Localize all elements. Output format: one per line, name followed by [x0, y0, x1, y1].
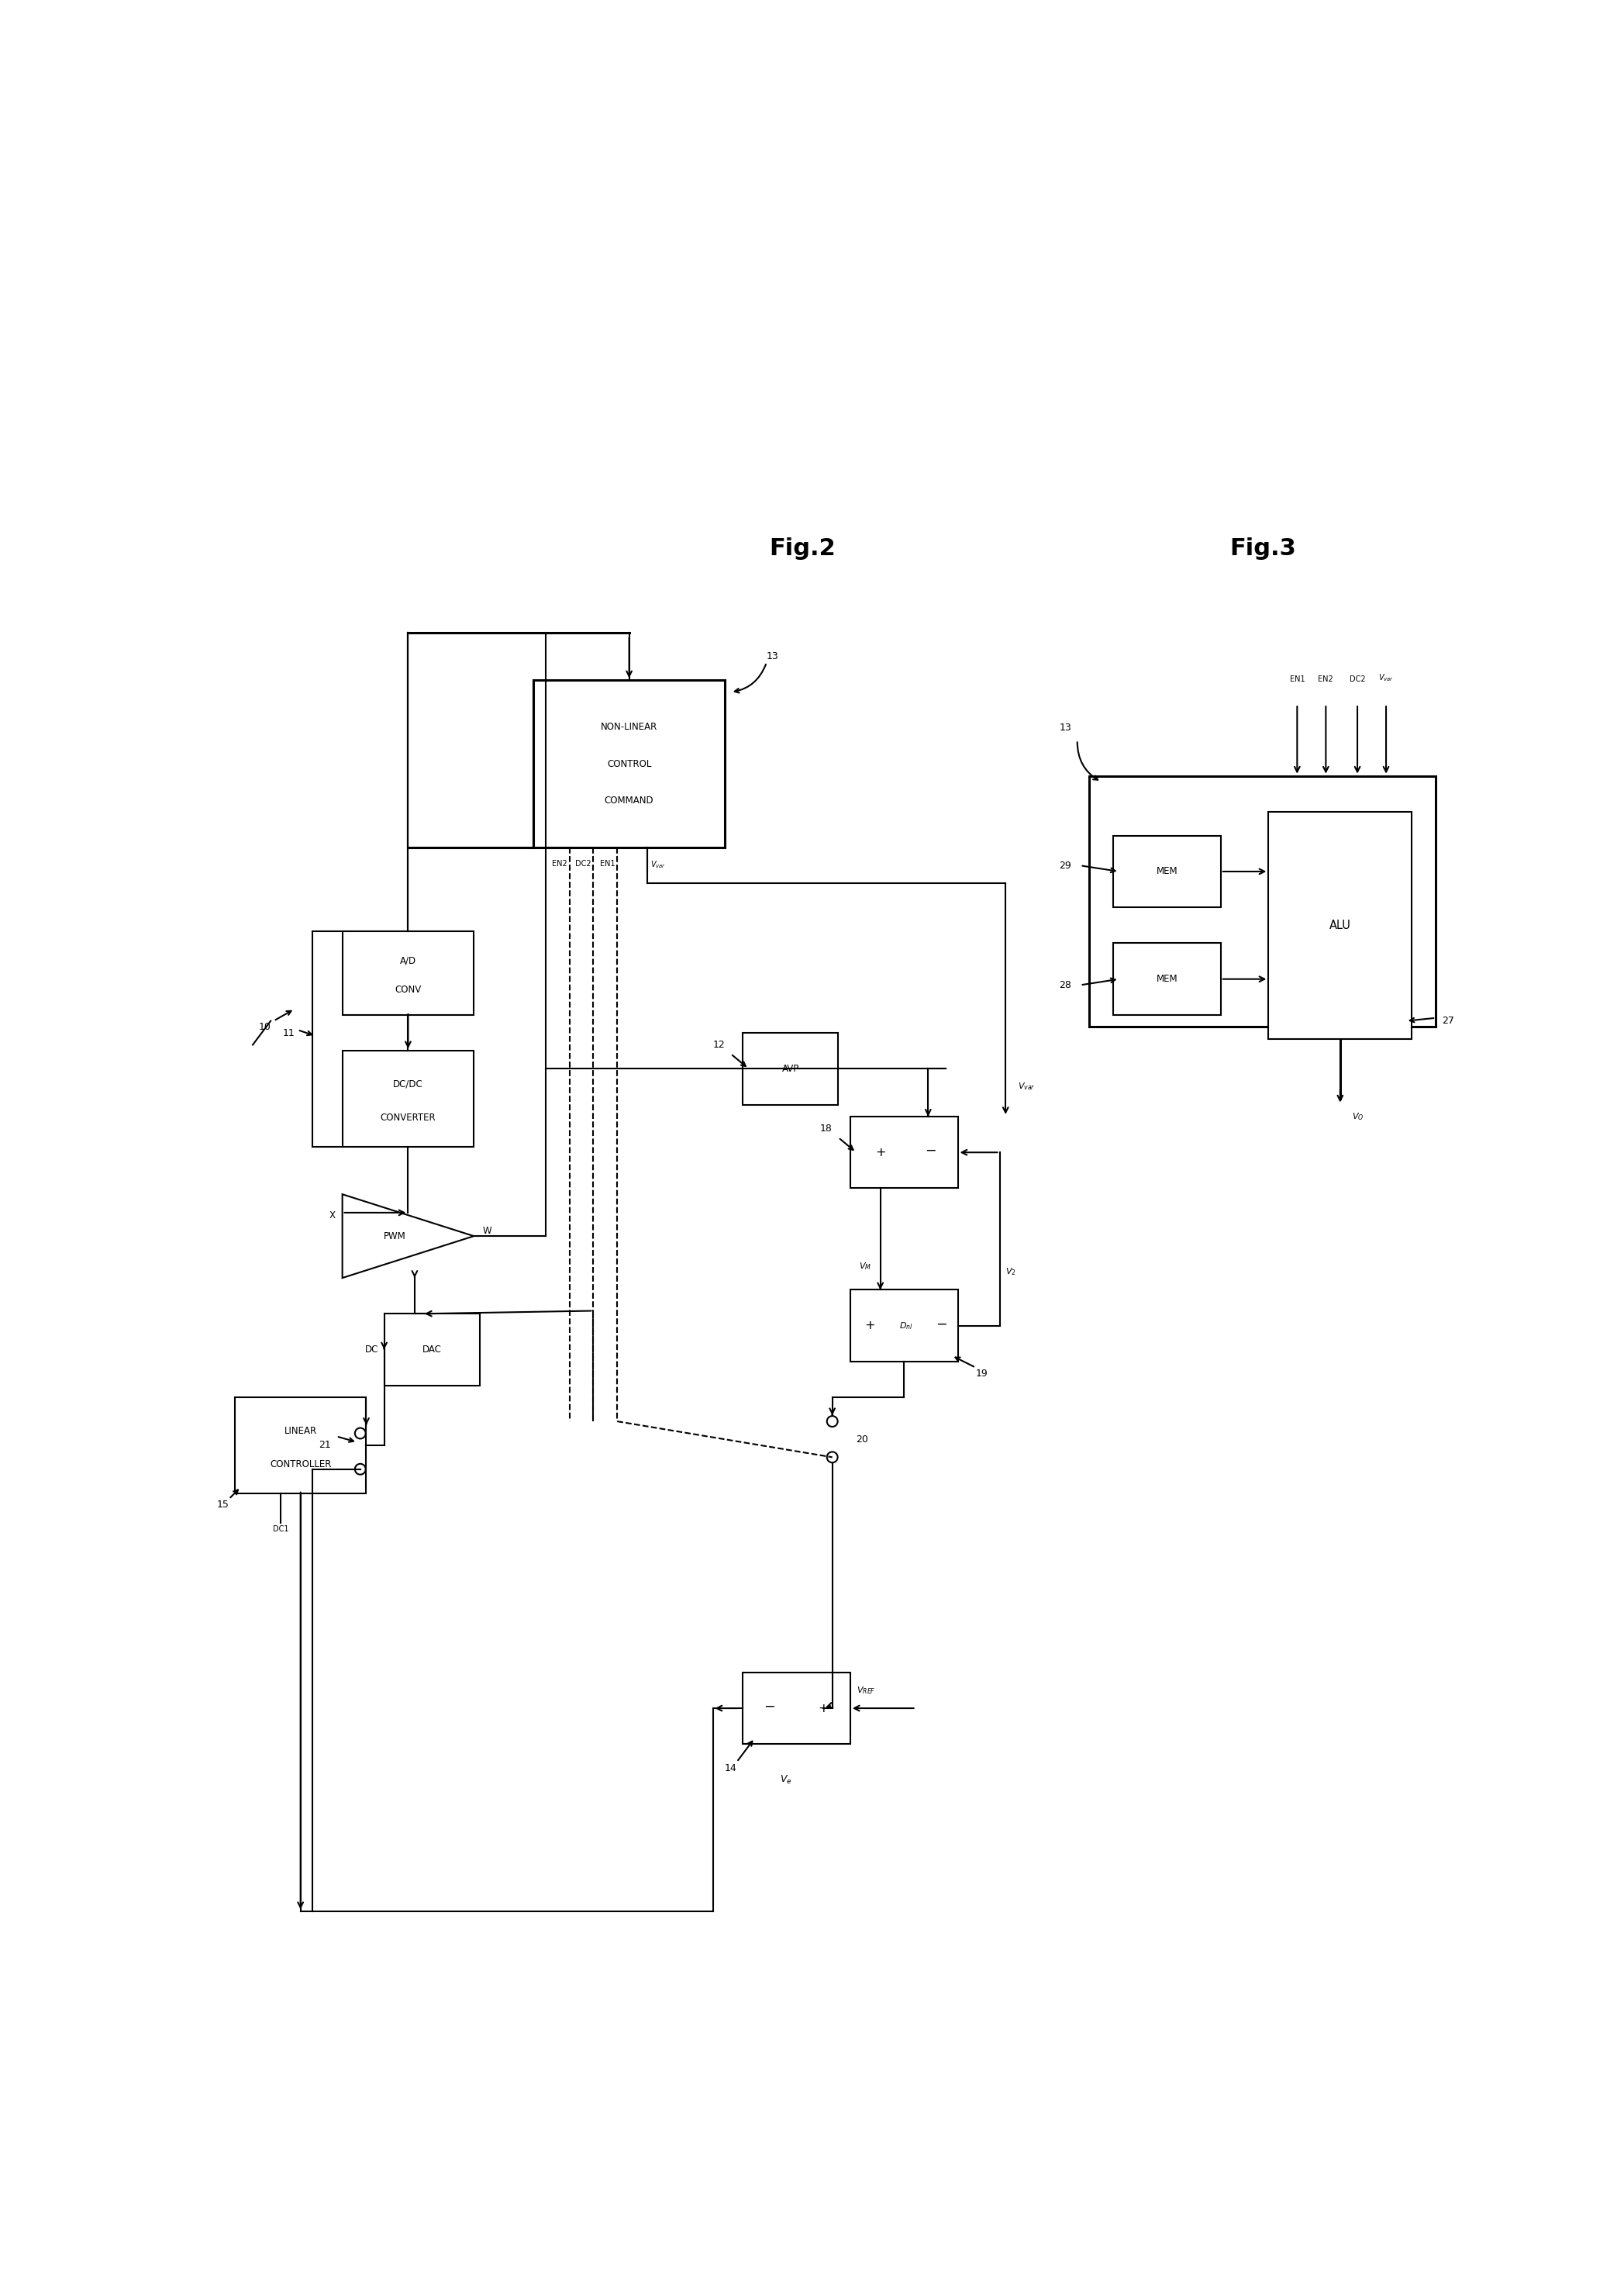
Text: PWM: PWM [383, 1230, 406, 1241]
Text: DC: DC [365, 1344, 378, 1356]
Text: 12: 12 [713, 1041, 724, 1050]
Text: +: + [818, 1702, 828, 1714]
Text: ALU: ALU [1330, 920, 1351, 931]
Text: Fig.3: Fig.3 [1229, 539, 1296, 559]
Text: COMMAND: COMMAND [604, 796, 654, 806]
Text: $V_{var}$: $V_{var}$ [650, 860, 666, 869]
Text: 19: 19 [976, 1369, 987, 1378]
FancyBboxPatch shape [742, 1673, 851, 1743]
FancyBboxPatch shape [1268, 812, 1411, 1038]
Text: DC/DC: DC/DC [393, 1079, 424, 1089]
Text: EN2: EN2 [552, 860, 568, 867]
Text: $D_{nl}$: $D_{nl}$ [900, 1321, 913, 1330]
FancyBboxPatch shape [851, 1116, 958, 1189]
Text: MEM: MEM [1156, 867, 1177, 876]
Text: Fig.2: Fig.2 [770, 539, 836, 559]
Text: 13: 13 [767, 650, 778, 662]
Text: 18: 18 [820, 1123, 833, 1134]
FancyBboxPatch shape [851, 1289, 958, 1362]
FancyBboxPatch shape [343, 1050, 474, 1146]
FancyBboxPatch shape [385, 1314, 479, 1385]
Text: MEM: MEM [1156, 974, 1177, 984]
Text: $V_{REF}$: $V_{REF}$ [856, 1684, 875, 1696]
Text: 20: 20 [856, 1435, 869, 1445]
Text: AVP: AVP [781, 1063, 799, 1075]
Text: −: − [763, 1700, 775, 1714]
Text: $V_2$: $V_2$ [1005, 1267, 1017, 1278]
Text: 14: 14 [724, 1764, 737, 1773]
Text: CONTROL: CONTROL [607, 760, 651, 769]
Text: CONVERTER: CONVERTER [380, 1114, 435, 1123]
Text: LINEAR: LINEAR [284, 1426, 317, 1435]
Text: 29: 29 [1059, 860, 1072, 869]
Text: 10: 10 [258, 1022, 271, 1031]
Text: NON-LINEAR: NON-LINEAR [601, 721, 658, 733]
Text: CONTROLLER: CONTROLLER [270, 1460, 331, 1470]
Text: EN1: EN1 [601, 860, 615, 867]
Text: $V_e$: $V_e$ [780, 1773, 793, 1787]
Text: DC1: DC1 [273, 1524, 289, 1534]
FancyBboxPatch shape [235, 1397, 367, 1492]
Text: $V_{var}$: $V_{var}$ [1379, 673, 1393, 682]
Text: 28: 28 [1059, 979, 1072, 990]
Text: CONV: CONV [395, 986, 421, 995]
Text: 27: 27 [1442, 1015, 1453, 1027]
Text: +: + [875, 1146, 885, 1159]
Text: +: + [864, 1319, 875, 1333]
FancyBboxPatch shape [742, 1034, 838, 1104]
Text: DAC: DAC [422, 1344, 442, 1356]
Text: −: − [935, 1317, 947, 1330]
Text: A/D: A/D [400, 956, 416, 965]
Text: EN1: EN1 [1289, 675, 1304, 682]
FancyBboxPatch shape [534, 680, 724, 847]
Text: 11: 11 [283, 1027, 294, 1038]
Text: X: X [330, 1209, 335, 1221]
Text: 13: 13 [1059, 723, 1072, 733]
Text: DC2: DC2 [575, 860, 591, 867]
Text: $V_O$: $V_O$ [1353, 1111, 1364, 1123]
Text: 21: 21 [318, 1440, 331, 1451]
Text: DC2: DC2 [1350, 675, 1366, 682]
FancyBboxPatch shape [1112, 835, 1221, 908]
Text: EN2: EN2 [1319, 675, 1333, 682]
Text: 15: 15 [216, 1499, 229, 1511]
FancyBboxPatch shape [1112, 942, 1221, 1015]
Text: −: − [926, 1143, 937, 1157]
Text: W: W [482, 1225, 492, 1237]
Text: $V_M$: $V_M$ [859, 1260, 872, 1271]
FancyBboxPatch shape [343, 931, 474, 1015]
Text: $V_{var}$: $V_{var}$ [1018, 1082, 1034, 1093]
FancyBboxPatch shape [1090, 776, 1436, 1027]
